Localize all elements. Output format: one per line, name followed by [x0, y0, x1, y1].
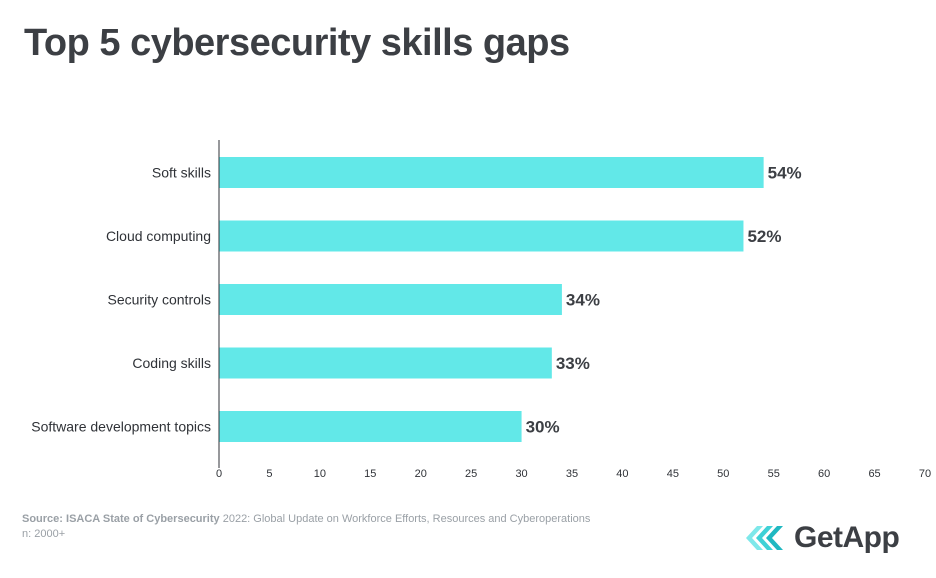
- bar: [219, 284, 562, 315]
- x-tick-label: 15: [364, 468, 376, 480]
- x-tick-label: 70: [919, 468, 931, 480]
- x-tick-label: 65: [868, 468, 880, 480]
- bar-chart: Soft skills 54% Cloud computing 52% Security…: [31, 140, 931, 480]
- source-bold: Source: ISACA State of Cybersecurity: [22, 513, 220, 525]
- x-tick-label: 35: [566, 468, 578, 480]
- category-label: Coding skills: [132, 355, 211, 371]
- data-label: 33%: [556, 354, 590, 373]
- category-label: Soft skills: [152, 165, 211, 181]
- x-tick-label: 55: [768, 468, 780, 480]
- sample-size: n: 2000+: [22, 528, 66, 540]
- x-tick-label: 45: [667, 468, 679, 480]
- bar: [219, 157, 764, 188]
- data-label: 30%: [526, 418, 560, 437]
- bar: [219, 411, 522, 442]
- x-tick-label: 20: [415, 468, 427, 480]
- data-label: 34%: [566, 291, 600, 310]
- x-tick-label: 5: [266, 468, 272, 480]
- category-label: Security controls: [108, 292, 211, 308]
- x-tick-label: 25: [465, 468, 477, 480]
- getapp-chevrons-icon: [746, 526, 783, 550]
- category-label: Cloud computing: [106, 228, 211, 244]
- x-tick-label: 30: [515, 468, 527, 480]
- logo-text: GetApp: [794, 521, 900, 554]
- data-label: 52%: [747, 227, 781, 246]
- category-label: Software development topics: [31, 419, 211, 435]
- x-tick-label: 40: [616, 468, 628, 480]
- bar: [219, 220, 744, 252]
- source-rest: 2022: Global Update on Workforce Efforts…: [219, 513, 591, 525]
- chart-title: Top 5 cybersecurity skills gaps: [24, 22, 570, 64]
- data-label: 54%: [768, 164, 802, 183]
- bar: [219, 347, 552, 379]
- x-tick-label: 60: [818, 468, 830, 480]
- x-tick-label: 10: [314, 468, 326, 480]
- x-tick-label: 0: [216, 468, 222, 480]
- getapp-logo: GetApp: [744, 521, 900, 555]
- source-note: Source: ISACA State of Cybersecurity 202…: [22, 512, 590, 542]
- x-tick-label: 50: [717, 468, 729, 480]
